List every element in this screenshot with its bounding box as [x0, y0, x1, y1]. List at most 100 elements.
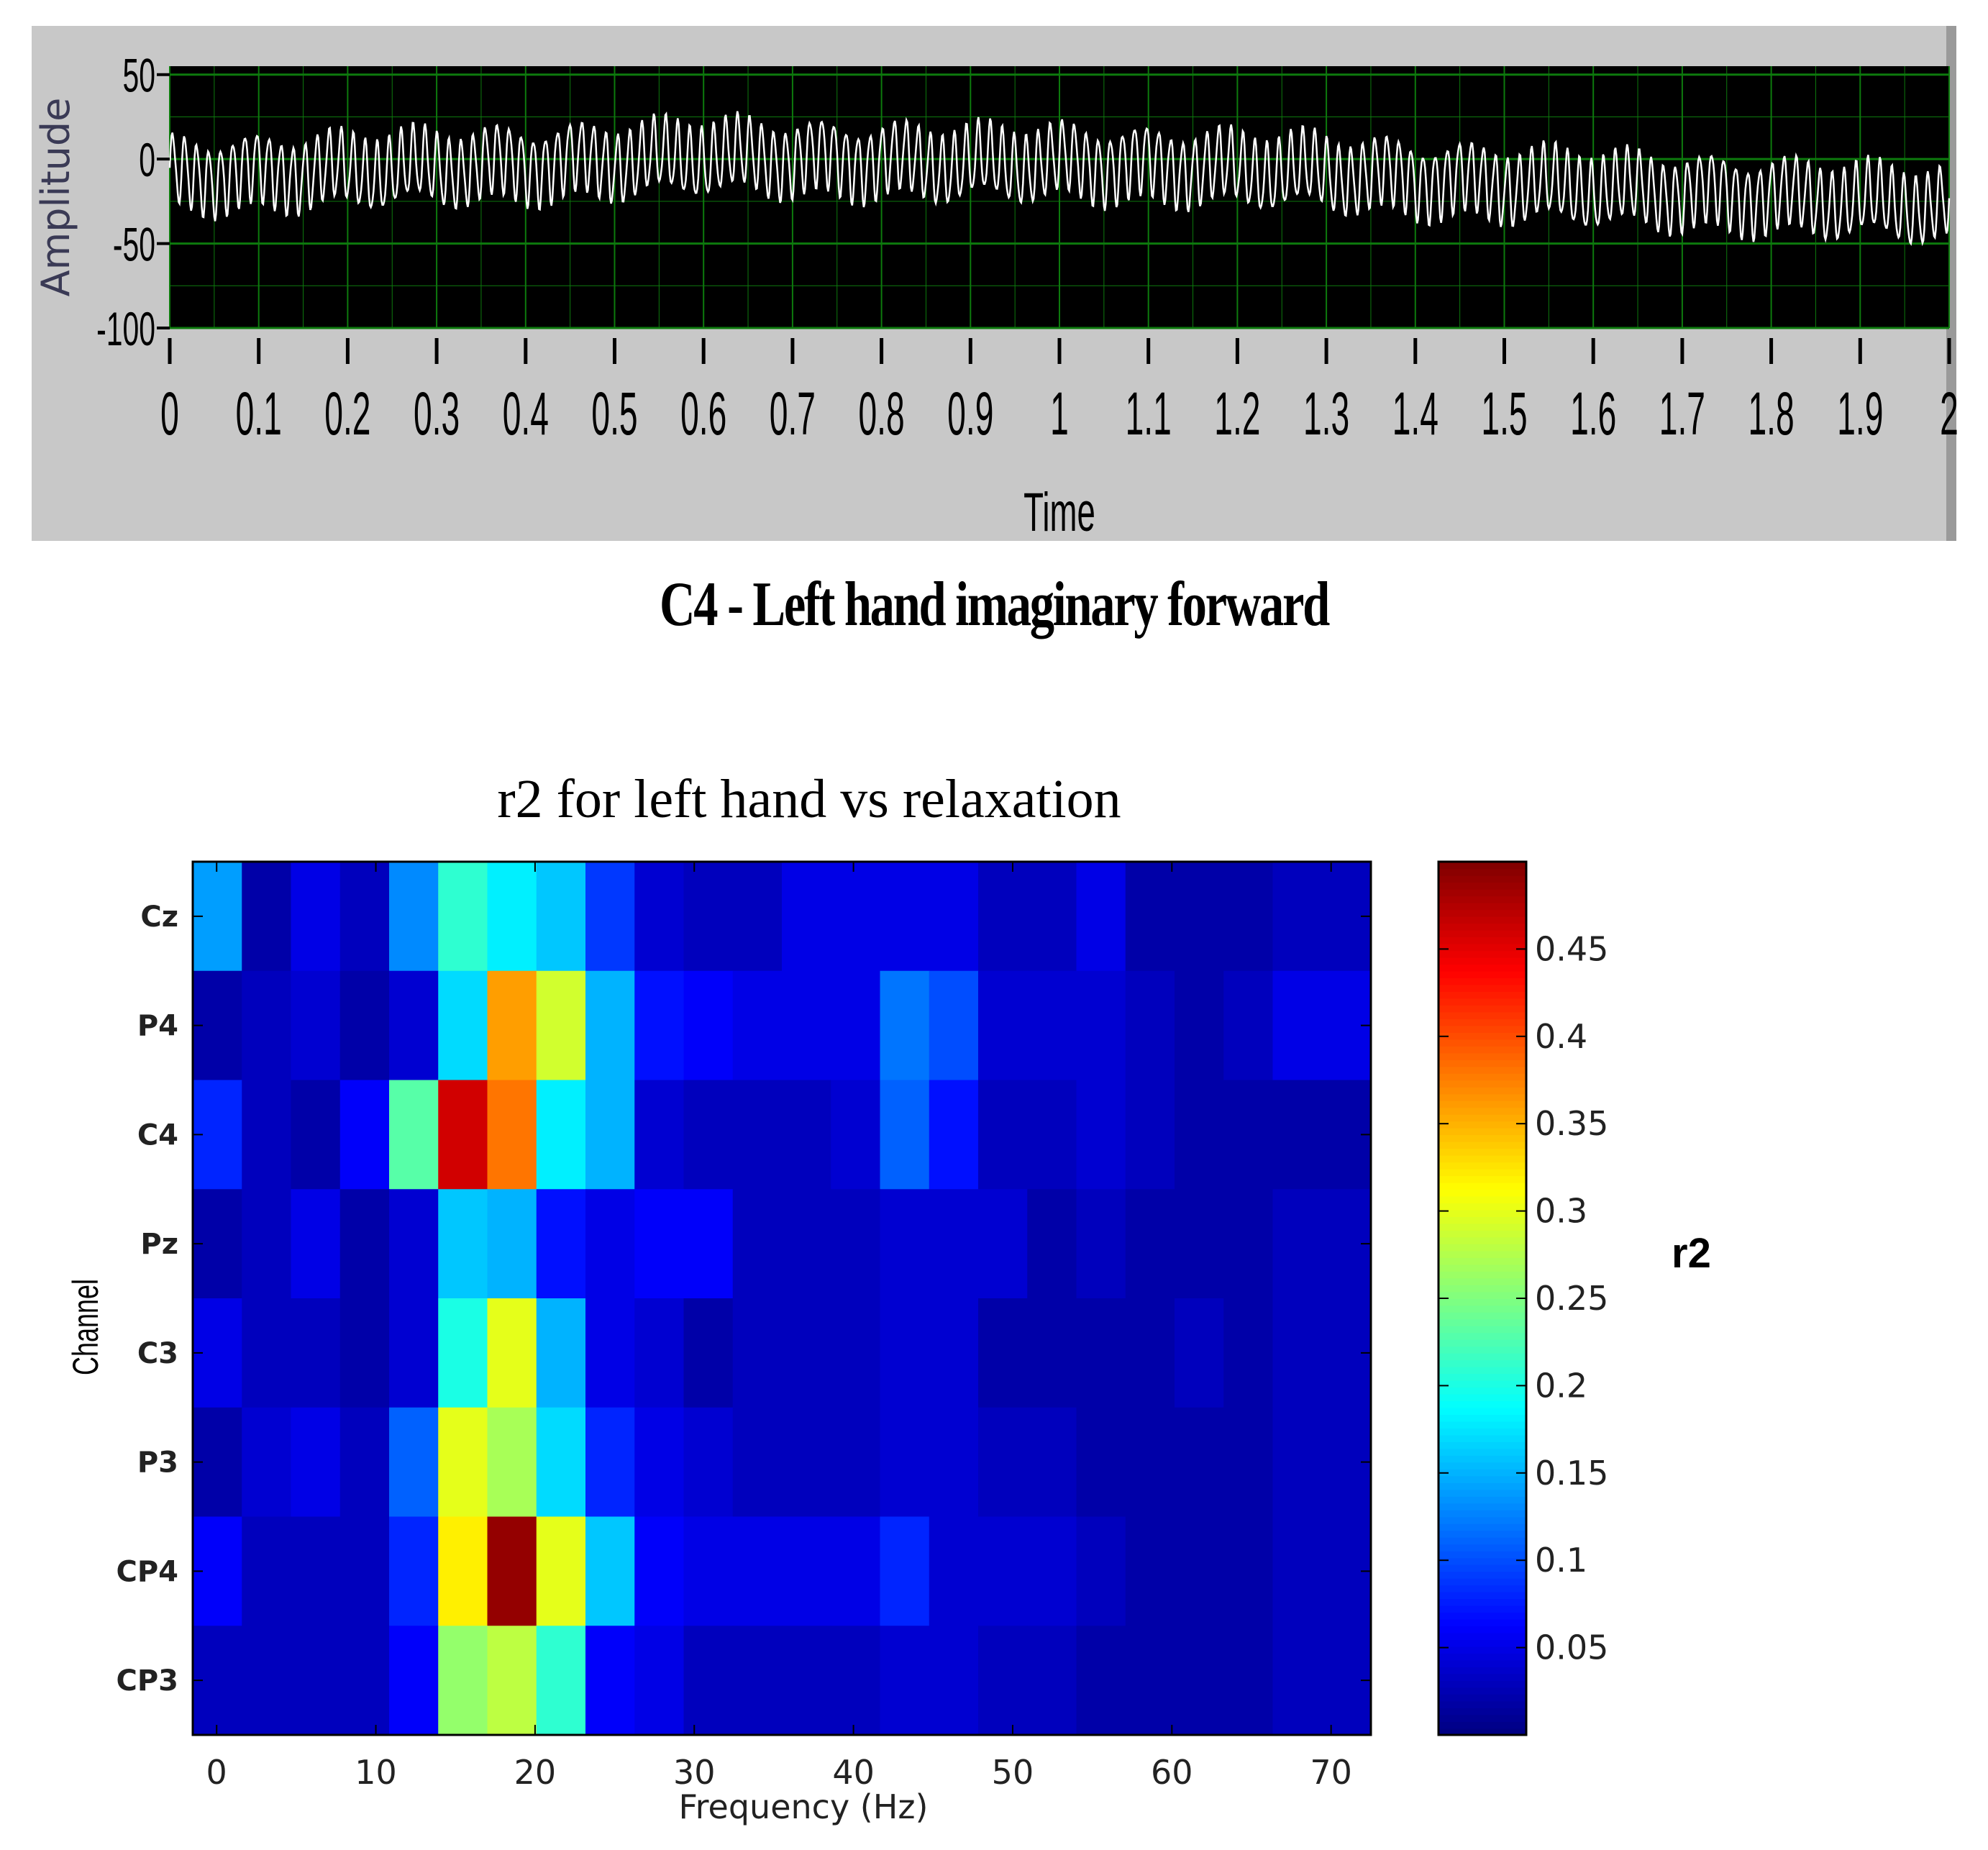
heatmap-cell — [536, 1189, 586, 1299]
heatmap-cell — [242, 1189, 292, 1299]
colorbar-segment — [1438, 1216, 1526, 1224]
heatmap-cell — [634, 1298, 685, 1408]
colorbar-segment — [1438, 991, 1526, 999]
heatmap-cell — [1175, 1516, 1224, 1626]
heatmap-cell — [536, 970, 586, 1081]
colorbar-segment — [1438, 1019, 1526, 1026]
heatmap-cell — [1175, 1298, 1224, 1408]
colorbar-segment — [1438, 1496, 1526, 1504]
colorbar-segment — [1438, 1113, 1526, 1122]
figure-caption: C4 - Left hand imaginary forward — [660, 570, 1330, 639]
channel-label: Pz — [140, 1228, 178, 1261]
heatmap-cell — [291, 970, 341, 1081]
colorbar-segment — [1438, 909, 1526, 917]
x-tick-label: 1.8 — [1748, 381, 1794, 448]
colorbar-segment — [1438, 1195, 1526, 1204]
colorbar-segment — [1438, 1257, 1526, 1265]
heatmap-cell — [683, 1516, 734, 1626]
heatmap-cell — [438, 1189, 488, 1299]
heatmap-cell — [242, 1080, 292, 1190]
colorbar-segment — [1438, 1373, 1526, 1381]
colorbar-segment — [1438, 937, 1526, 944]
colorbar-segment — [1438, 1577, 1526, 1586]
heatmap-cell — [536, 1516, 586, 1626]
heatmap-cell — [242, 1298, 292, 1408]
heatmap-cell — [1076, 1407, 1126, 1518]
colorbar-segment — [1438, 1148, 1526, 1156]
colorbar-segment — [1438, 1291, 1526, 1299]
heatmap-cell — [782, 1516, 831, 1626]
heatmap-cell — [1125, 1298, 1175, 1408]
colorbar-segment — [1438, 862, 1526, 870]
heatmap-cell — [978, 1516, 1028, 1626]
colorbar-segment — [1438, 1653, 1526, 1661]
colorbar-segment — [1438, 1107, 1526, 1115]
colorbar-segment — [1438, 1571, 1526, 1579]
x-tick-label: 1.9 — [1837, 381, 1883, 448]
heatmap-cell — [683, 1080, 734, 1190]
heatmap-cell — [585, 1189, 635, 1299]
heatmap-cell — [782, 862, 831, 972]
heatmap-cell — [1175, 862, 1224, 972]
heatmap-cell — [585, 1298, 635, 1408]
heatmap-cell — [438, 1407, 488, 1518]
heatmap-cell — [1125, 1516, 1175, 1626]
colorbar-tick-label: 0.05 — [1535, 1628, 1608, 1667]
heatmap-cell — [1223, 862, 1274, 972]
heatmap-cell — [782, 1298, 831, 1408]
heatmap-cell — [242, 1516, 292, 1626]
colorbar-tick-label: 0.45 — [1535, 929, 1608, 968]
heatmap-frame — [191, 860, 1372, 1736]
heatmap-cell — [487, 1189, 537, 1299]
heatmap-cell — [536, 1080, 586, 1190]
colorbar-segment — [1438, 1162, 1526, 1170]
colorbar-segment — [1438, 1550, 1526, 1559]
x-tick-label: 1 — [1050, 381, 1069, 448]
heatmap-cell — [389, 1626, 439, 1736]
colorbar-segment — [1438, 1168, 1526, 1177]
colorbar-segment — [1438, 1598, 1526, 1606]
heatmap-cell — [880, 862, 930, 972]
colorbar-tick-label: 0.3 — [1535, 1192, 1587, 1231]
colorbar-segment — [1438, 1564, 1526, 1572]
heatmap-cell — [487, 1626, 537, 1736]
colorbar-segment — [1438, 1025, 1526, 1033]
heatmap-cell — [1125, 1407, 1175, 1518]
colorbar-segment — [1438, 1489, 1526, 1497]
heatmap-cell — [1027, 862, 1077, 972]
heatmap-cell — [1272, 1080, 1323, 1190]
colorbar-segment — [1438, 1100, 1526, 1108]
colorbar-segment — [1438, 888, 1526, 897]
channel-label: C3 — [137, 1337, 178, 1370]
y-tick-label: -100 — [96, 302, 155, 356]
colorbar-segment — [1438, 1127, 1526, 1136]
colorbar-segment — [1438, 1311, 1526, 1320]
colorbar-segment — [1438, 1503, 1526, 1510]
colorbar-segment — [1438, 1694, 1526, 1702]
heatmap-cell — [389, 1407, 439, 1518]
colorbar-segment — [1438, 1066, 1526, 1074]
heatmap-cell — [683, 970, 734, 1081]
heatmap-cell — [242, 1407, 292, 1518]
heatmap-cell — [880, 970, 930, 1081]
colorbar-tick-label: 0.1 — [1535, 1541, 1587, 1580]
heatmap-cell — [1027, 1516, 1077, 1626]
heatmap-cell — [782, 1407, 831, 1518]
heatmap-cell — [438, 1626, 488, 1736]
colorbar-segment — [1438, 1182, 1526, 1190]
heatmap-cell — [683, 862, 734, 972]
heatmap-title: r2 for left hand vs relaxation — [497, 769, 1121, 829]
heatmap-cell — [1272, 1626, 1323, 1736]
heatmap-cell — [880, 1298, 930, 1408]
colorbar-segment — [1438, 1612, 1526, 1620]
heatmap-cell — [487, 1516, 537, 1626]
heatmap-cell — [1223, 1298, 1274, 1408]
heatmap-cell — [1223, 1626, 1274, 1736]
colorbar-segment — [1438, 1687, 1526, 1695]
x-tick-label: 0.3 — [414, 381, 460, 448]
heatmap-cell — [634, 1080, 685, 1190]
colorbar-segment — [1438, 1530, 1526, 1538]
heatmap-cell — [978, 1298, 1028, 1408]
colorbar-segment — [1438, 1618, 1526, 1627]
x-tick-label: 2 — [1940, 381, 1959, 448]
